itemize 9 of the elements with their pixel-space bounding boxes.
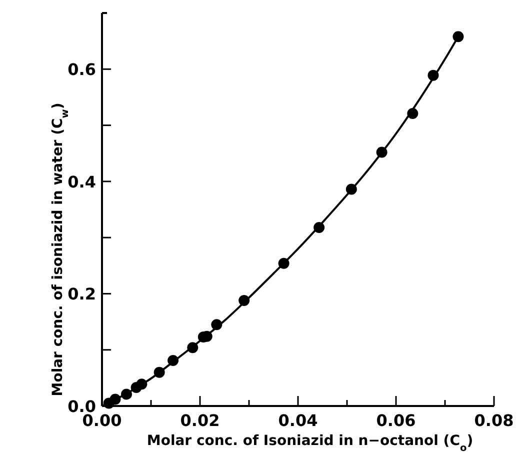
x-tick-label: 0.00 (82, 411, 122, 430)
x-axis-title: Molar conc. of Isoniazid in n−octanol (C$_{o}$) (146, 433, 474, 454)
y-tick-label: 0.2 (68, 284, 96, 304)
x-tick-label: 0.08 (474, 411, 514, 430)
y-tick-label: 0.4 (68, 172, 96, 192)
x-tick-label: 0.06 (376, 411, 416, 430)
y-tick-label: 0.6 (68, 60, 96, 80)
x-tick-label: 0.02 (180, 411, 220, 430)
x-tick-label: 0.04 (278, 411, 318, 430)
